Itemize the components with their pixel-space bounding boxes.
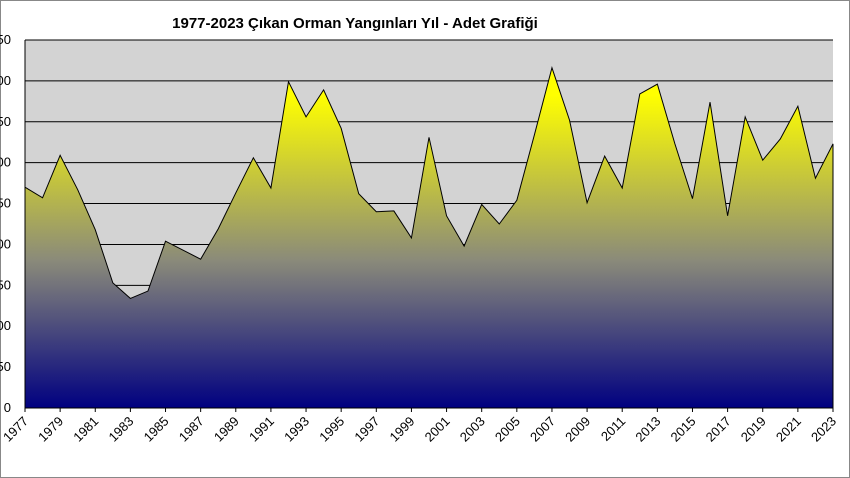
y-tick-label: 250 xyxy=(0,196,11,211)
y-tick-label: 50 xyxy=(0,359,11,374)
y-tick-label: 350 xyxy=(0,114,11,129)
y-tick-label: 200 xyxy=(0,236,11,251)
chart-title: 1977-2023 Çıkan Orman Yangınları Yıl - A… xyxy=(172,15,538,32)
area xyxy=(24,66,834,409)
y-tick-label: 150 xyxy=(0,277,11,292)
y-tick-label: 400 xyxy=(0,73,11,88)
y-tick-label: 450 xyxy=(0,32,11,47)
y-tick-label: 100 xyxy=(0,318,11,333)
y-tick-label: 300 xyxy=(0,155,11,170)
y-tick-label: 0 xyxy=(4,400,11,415)
